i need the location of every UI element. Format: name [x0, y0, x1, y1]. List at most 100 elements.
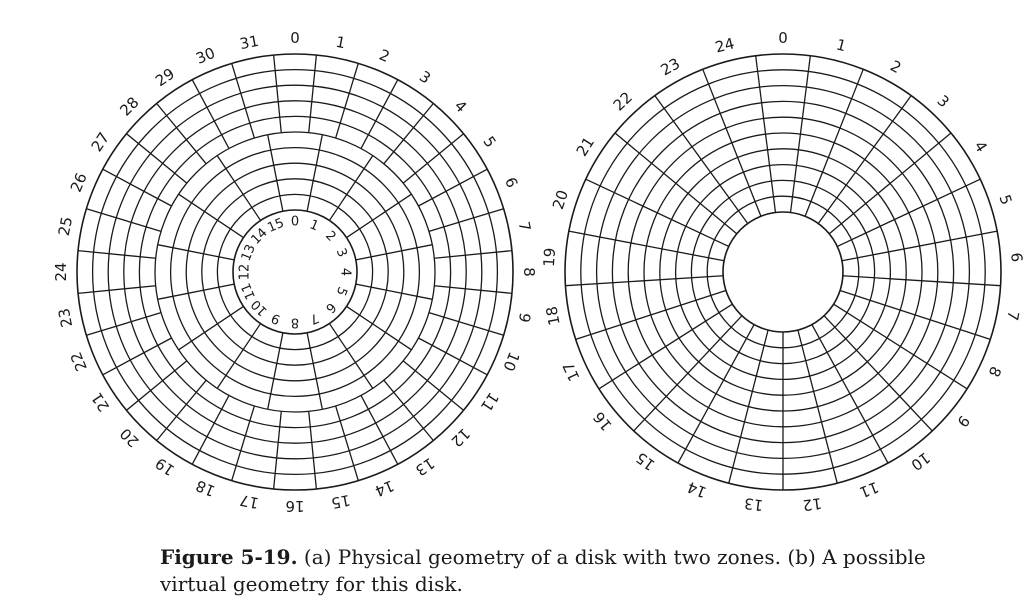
- outer-sector-boundary: [86, 208, 162, 232]
- outer-sector-boundary: [102, 168, 172, 207]
- inner-sector-number: 0: [291, 215, 299, 230]
- sector-number: 9: [953, 412, 973, 431]
- sector-number: 5: [995, 192, 1015, 207]
- inner-sector-number: 13: [239, 242, 259, 263]
- sector-boundary: [837, 178, 981, 248]
- outer-sector-boundary: [418, 168, 488, 207]
- inner-sector-boundary: [346, 193, 412, 239]
- inner-sector-boundary: [306, 134, 323, 212]
- sector-number: 2: [887, 57, 904, 77]
- outer-sector-boundary: [191, 395, 230, 465]
- outer-sector-number: 17: [238, 491, 260, 512]
- outer-sector-number: 28: [116, 93, 142, 119]
- sector-number: 21: [573, 134, 598, 160]
- track-circle: [232, 209, 358, 335]
- outer-sector-number: 6: [501, 175, 521, 191]
- inner-sector-number: 1: [307, 217, 320, 234]
- sector-number: 13: [743, 494, 764, 514]
- outer-sector-boundary: [126, 360, 188, 411]
- outer-sector-number: 11: [477, 389, 503, 415]
- inner-sector-number: 2: [322, 228, 338, 244]
- disk-geometry-figure: 0 123456789101112131415161718192021222324…: [52, 29, 1024, 515]
- sector-number: 24: [713, 34, 736, 56]
- outer-sector-number: 9: [515, 311, 535, 324]
- outer-sector-number: 26: [67, 170, 91, 195]
- sector-boundary: [614, 132, 738, 235]
- outer-sector-boundary: [402, 133, 464, 184]
- outer-sector-number: 0: [290, 29, 300, 47]
- inner-sector-number: 8: [291, 315, 299, 330]
- sector-boundary: [828, 132, 952, 235]
- inner-sector-boundary: [328, 323, 374, 389]
- physical-geometry-disk: 0 123456789101112131415161718192021222324…: [52, 29, 538, 515]
- inner-sector-boundary: [216, 155, 262, 221]
- sector-number: 16: [590, 408, 616, 434]
- sector-boundary: [575, 289, 727, 340]
- sector-boundary: [728, 329, 769, 484]
- inner-sector-boundary: [346, 305, 412, 351]
- outer-sector-boundary: [434, 249, 513, 259]
- caption-label: Figure 5-19.: [160, 545, 298, 569]
- sector-boundary: [565, 275, 724, 287]
- sector-number: 20: [549, 188, 572, 212]
- outer-sector-number: 19: [152, 454, 178, 480]
- inner-sector-boundary: [328, 155, 374, 221]
- outer-sector-boundary: [77, 249, 156, 259]
- sector-number: 23: [658, 54, 683, 79]
- outer-sector-boundary: [86, 312, 162, 336]
- sector-number: 0: [778, 29, 788, 47]
- outer-sector-number: 30: [193, 44, 218, 68]
- sector-number: 19: [540, 247, 559, 267]
- outer-sector-boundary: [335, 405, 359, 481]
- outer-sector-boundary: [402, 360, 464, 411]
- sector-boundary: [839, 289, 991, 340]
- outer-sector-number: 23: [55, 307, 76, 329]
- sector-number: 14: [685, 478, 709, 502]
- track-circle: [201, 178, 389, 366]
- sector-number: 7: [1003, 309, 1022, 322]
- inner-sector-number: 12: [238, 264, 253, 281]
- sector-number: 8: [985, 363, 1005, 379]
- outer-sector-number: 5: [479, 133, 499, 151]
- caption-text: (a) Physical geometry of a disk with two…: [160, 545, 926, 596]
- inner-sector-boundary: [178, 193, 244, 239]
- outer-sector-boundary: [418, 337, 488, 376]
- outer-sector-boundary: [156, 103, 207, 165]
- sector-boundary: [568, 230, 725, 262]
- sector-number: 1: [834, 35, 848, 55]
- track-circle: [185, 162, 405, 382]
- sector-number: 11: [857, 478, 881, 502]
- outer-sector-boundary: [308, 54, 318, 133]
- outer-sector-boundary: [335, 63, 359, 139]
- sector-boundary: [804, 69, 864, 217]
- sector-number: 15: [632, 448, 658, 474]
- outer-sector-number: 25: [55, 215, 76, 237]
- outer-sector-number: 16: [285, 497, 304, 515]
- outer-sector-number: 31: [238, 32, 260, 53]
- outer-sector-boundary: [434, 285, 513, 295]
- inner-sector-boundary: [157, 283, 235, 300]
- outer-sector-boundary: [77, 285, 156, 295]
- outer-sector-number: 15: [330, 491, 352, 512]
- outer-sector-number: 10: [499, 349, 523, 374]
- outer-sector-boundary: [272, 54, 282, 133]
- inner-sector-boundary: [267, 332, 284, 410]
- outer-sector-boundary: [191, 79, 230, 149]
- sector-boundary: [797, 329, 838, 484]
- sector-boundary: [654, 95, 749, 224]
- track-circle: [216, 193, 374, 351]
- track-circle: [169, 146, 421, 398]
- outer-sector-number: 8: [520, 267, 538, 277]
- track-circle: [76, 53, 514, 491]
- track-circle: [123, 100, 467, 444]
- track-circle: [138, 115, 452, 429]
- inner-sector-number: 9: [269, 310, 282, 327]
- inner-sector-number: 6: [322, 299, 338, 315]
- outer-sector-number: 1: [334, 33, 347, 53]
- sector-number: 3: [934, 92, 953, 112]
- sector-boundary: [677, 324, 755, 464]
- outer-sector-number: 14: [372, 476, 397, 500]
- sector-number: 18: [542, 305, 563, 327]
- inner-sector-boundary: [216, 323, 262, 389]
- outer-sector-number: 2: [377, 46, 393, 66]
